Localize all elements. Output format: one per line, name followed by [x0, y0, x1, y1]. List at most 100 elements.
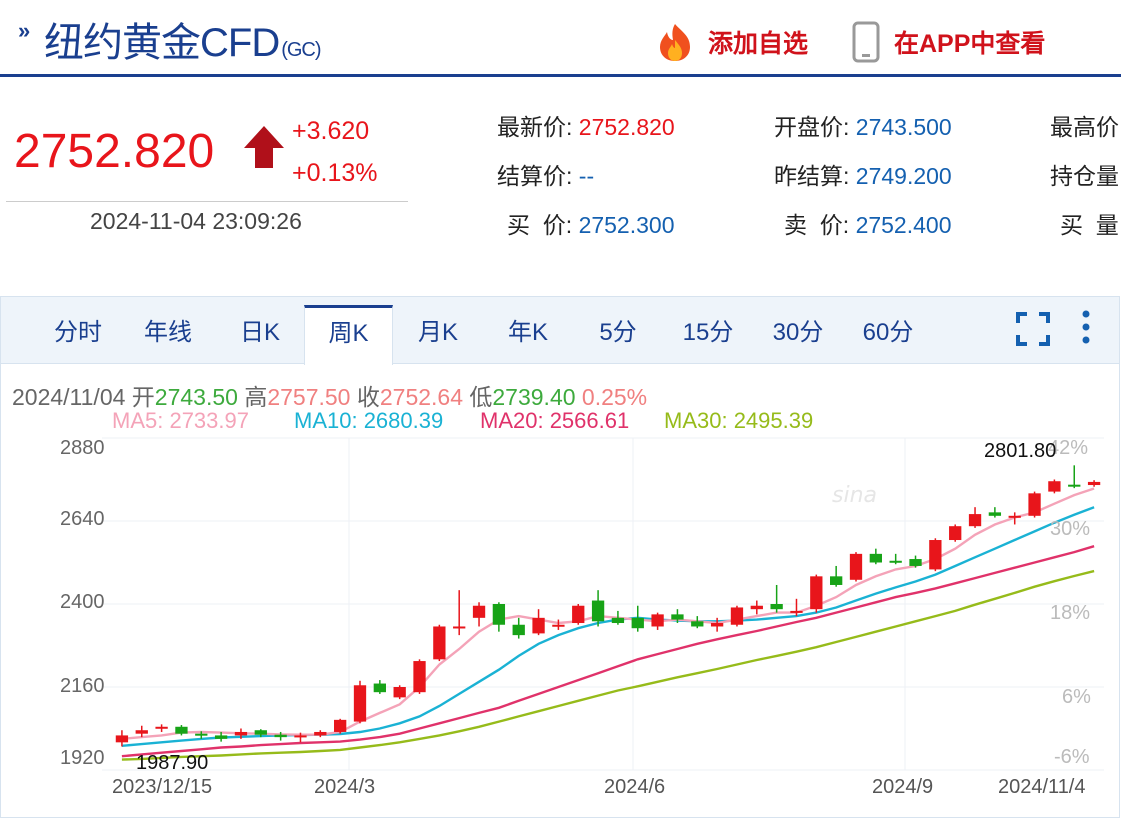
y-right-tick-label: -6%: [1054, 746, 1090, 768]
candle-body: [195, 733, 208, 736]
ma10-line: [121, 506, 1095, 747]
candle-body: [472, 605, 486, 618]
candle-body: [572, 605, 585, 624]
tab-daily-k[interactable]: 日K: [239, 319, 280, 346]
ma20-readout: MA20: 2566.61: [480, 408, 630, 433]
candle-body: [274, 734, 287, 738]
period-tab-bar: 分时 年线 日K 周K 月K 年K 5分 15分 30分 60分: [1, 297, 1119, 365]
candle-body: [770, 604, 783, 610]
candle-body: [1087, 481, 1101, 486]
candle-body: [750, 605, 763, 610]
page-header: » 纽约黄金CFD (GC) 添加自选 在APP中查看: [0, 0, 1121, 77]
tab-intraday[interactable]: 分时: [54, 319, 102, 346]
price-change: +3.620: [292, 117, 370, 145]
candle-body: [532, 617, 545, 634]
candle-body: [691, 621, 704, 627]
instrument-code: (GC): [281, 39, 321, 61]
instrument-name: 纽约黄金CFD: [44, 21, 280, 65]
ask-price-field: 卖 价: 2752.400: [784, 212, 952, 238]
candle-body: [830, 576, 843, 585]
divider: [6, 201, 408, 202]
y-tick-label: 2880: [60, 437, 105, 459]
add-watchlist-button[interactable]: 添加自选: [652, 22, 808, 62]
tab-weekly-k[interactable]: 周K: [304, 305, 393, 365]
candle-body: [433, 626, 446, 660]
ma20-line: [121, 545, 1095, 758]
tab-5min[interactable]: 5分: [599, 319, 637, 346]
y-tick-label: 2160: [60, 675, 105, 697]
candle-body: [1008, 515, 1021, 518]
x-tick-label: 2023/12/15: [112, 776, 213, 798]
tab-yearly-k[interactable]: 年K: [507, 319, 548, 346]
x-tick-label: 2024/11/4: [998, 776, 1086, 798]
candle-body: [929, 540, 942, 570]
candle-body: [175, 726, 188, 734]
candle-body: [552, 624, 565, 627]
candle-body: [849, 553, 863, 580]
candle-body: [949, 526, 962, 541]
add-watchlist-label: 添加自选: [708, 30, 809, 58]
bid-price-field: 买 价: 2752.300: [507, 212, 675, 238]
candle-body: [373, 683, 386, 693]
double-chevron-icon: »: [18, 18, 31, 43]
candle-body: [234, 731, 248, 736]
tab-15min[interactable]: 15分: [682, 319, 734, 346]
candle-body: [710, 623, 724, 627]
candle-body: [909, 559, 922, 566]
candle-body: [869, 553, 882, 563]
candle-body: [135, 730, 148, 734]
y-right-tick-label: 6%: [1062, 686, 1091, 708]
candle-body: [810, 576, 823, 610]
candle-body: [393, 687, 406, 698]
ma30-readout: MA30: 2495.39: [664, 408, 814, 433]
ma10-readout: MA10: 2680.39: [294, 408, 444, 433]
open-interest-field: 持仓量: [1050, 163, 1119, 189]
fullscreen-icon[interactable]: [1015, 311, 1051, 347]
candle-body: [591, 600, 605, 622]
tab-monthly-k[interactable]: 月K: [417, 319, 458, 346]
candle-body: [1068, 484, 1081, 487]
phone-icon: [852, 21, 880, 63]
open-in-app-label: 在APP中查看: [894, 30, 1046, 58]
latest-price-field: 最新价: 2752.820: [497, 114, 675, 140]
tab-30min[interactable]: 30分: [772, 319, 824, 346]
quote-timestamp: 2024-11-04 23:09:26: [90, 208, 302, 234]
candle-body: [889, 560, 902, 563]
candle-body: [492, 604, 506, 625]
ma30-line: [121, 569, 1095, 761]
y-tick-label: 2400: [60, 591, 105, 613]
open-price-field: 开盘价: 2743.500: [774, 114, 952, 140]
bid-volume-field: 买 量: [1060, 212, 1119, 238]
watermark-logo: sina: [832, 483, 877, 508]
price-change-pct: +0.13%: [292, 159, 378, 187]
tab-year-line[interactable]: 年线: [144, 319, 192, 346]
min-price-label: 1987.90: [136, 752, 209, 774]
candle-body: [988, 512, 1002, 516]
y-right-tick-label: 30%: [1050, 518, 1091, 540]
y-tick-label: 2640: [60, 508, 105, 530]
candle-body: [1028, 493, 1041, 516]
ma5-readout: MA5: 2733.97: [112, 408, 249, 433]
candle-body: [671, 614, 684, 620]
page-title: 纽约黄金CFD (GC): [44, 10, 322, 68]
ohlc-readout: 2024/11/04 开2743.50 高2757.50 收2752.64 低2…: [12, 384, 648, 410]
prev-settlement-field: 昨结算: 2749.200: [774, 163, 952, 189]
candle-body: [611, 617, 625, 624]
y-right-tick-label: 42%: [1048, 437, 1089, 459]
up-arrow-icon: [244, 126, 284, 168]
x-tick-label: 2024/3: [314, 776, 376, 798]
more-menu-icon[interactable]: [1079, 309, 1093, 345]
tab-60min[interactable]: 60分: [862, 319, 914, 346]
open-in-app-button[interactable]: 在APP中查看: [852, 21, 1046, 63]
candle-body: [334, 719, 347, 732]
candle-body: [155, 726, 168, 729]
candle-body: [512, 624, 525, 636]
y-right-tick-label: 18%: [1050, 602, 1091, 624]
candle-body: [968, 514, 982, 527]
x-tick-label: 2024/6: [604, 776, 666, 798]
current-price: 2752.820: [14, 125, 215, 178]
candle-body: [1048, 481, 1061, 492]
candle-body: [115, 735, 129, 743]
candle-body: [294, 735, 307, 738]
